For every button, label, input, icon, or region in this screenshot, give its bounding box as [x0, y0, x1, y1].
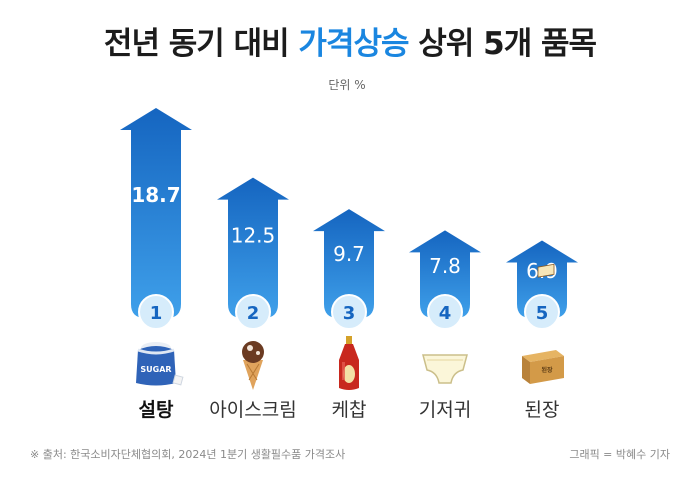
category-label-5: 된장	[525, 399, 560, 421]
diaper-icon	[422, 354, 468, 384]
category-label-1: 설탕	[139, 399, 174, 421]
sugar-bag-icon: SUGAR	[136, 342, 184, 386]
icons-group: SUGAR 된장	[136, 263, 564, 390]
rank-number-2: 2	[247, 303, 260, 324]
ketchup-bottle-icon	[339, 336, 359, 390]
rank-badge-4	[427, 294, 463, 330]
value-label-1: 18.7	[131, 183, 180, 207]
ice-cream-cone-icon	[242, 341, 264, 390]
source-note: ※ 출처: 한국소비자단체협의회, 2024년 1분기 생활필수품 가격조사	[30, 448, 346, 461]
rank-badge-3	[331, 294, 367, 330]
svg-text:SUGAR: SUGAR	[140, 365, 171, 374]
rank-badge-2	[235, 294, 271, 330]
bar-2	[217, 177, 289, 318]
title-highlight: 가격상승	[298, 26, 409, 62]
rank-badge-1	[138, 294, 174, 330]
category-label-3: 케찹	[332, 399, 367, 421]
value-label-4: 7.8	[429, 254, 461, 278]
graphic-credit: 그래픽 = 박혜수 기자	[569, 448, 670, 461]
rank-number-4: 4	[439, 303, 452, 324]
bar-1	[120, 108, 192, 318]
unit-label: 단위 %	[328, 78, 366, 92]
rank-number-5: 5	[536, 303, 549, 324]
doenjang-box-icon: 된장	[522, 263, 564, 384]
title-suffix: 상위 5개 품목	[408, 26, 597, 62]
chart-title: 전년 동기 대비 가격상승 상위 5개 품목	[0, 18, 700, 63]
rank-number-3: 3	[343, 303, 356, 324]
svg-text:된장: 된장	[541, 366, 553, 374]
bar-4	[409, 230, 481, 318]
value-label-3: 9.7	[333, 242, 365, 266]
value-label-2: 12.5	[231, 224, 276, 248]
category-label-2: 아이스크림	[209, 399, 296, 421]
rank-number-1: 1	[150, 303, 163, 324]
bar-3	[313, 209, 385, 318]
title-prefix: 전년 동기 대비	[103, 26, 299, 62]
bar-5	[506, 240, 578, 318]
category-label-4: 기저귀	[419, 399, 471, 421]
rank-badge-5	[524, 294, 560, 330]
